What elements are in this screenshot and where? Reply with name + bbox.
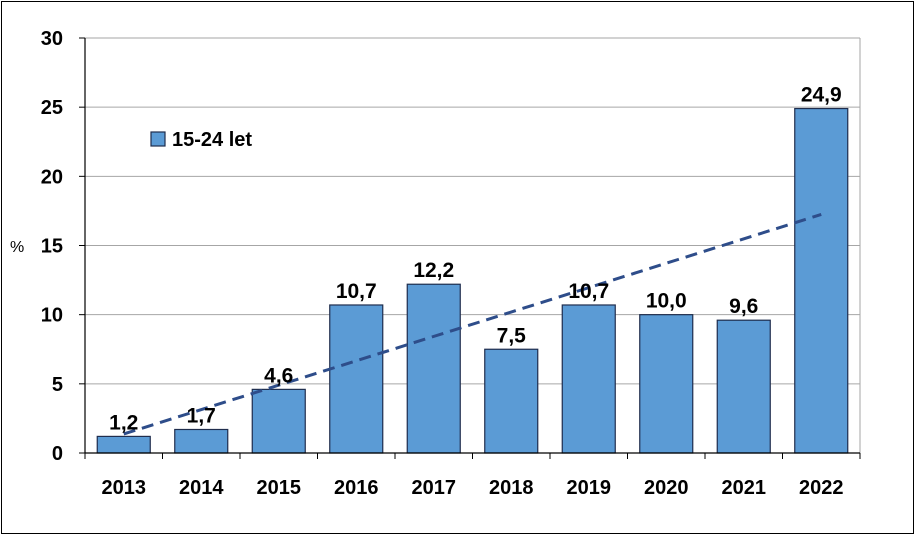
y-axis-label: % — [10, 239, 24, 256]
trendline-line — [123, 213, 822, 436]
bar-2019 — [561, 304, 616, 454]
x-tick-label-2021: 2021 — [722, 477, 767, 499]
bar-2018 — [484, 348, 539, 454]
data-label-2022: 24,9 — [801, 84, 842, 107]
y-tick-label-5: 5 — [52, 374, 63, 396]
x-tick-label-2016: 2016 — [334, 477, 379, 499]
x-tick-label-2017: 2017 — [412, 477, 457, 499]
data-label-2017: 12,2 — [413, 259, 454, 282]
x-tick-label-2022: 2022 — [799, 477, 844, 499]
legend-label: 15-24 let — [172, 129, 252, 151]
x-tick-label-2020: 2020 — [644, 477, 689, 499]
x-tick-label-2013: 2013 — [102, 477, 147, 499]
data-label-2021: 9,6 — [729, 295, 758, 318]
y-tick-label-10: 10 — [41, 305, 63, 327]
y-tick-label-20: 20 — [41, 166, 63, 188]
data-label-2020: 10,0 — [646, 290, 687, 313]
data-labels: 1,2 1,7 4,6 10,7 12,2 7,5 10,7 10,0 9,6 24,9 — [109, 84, 842, 435]
legend-swatch — [150, 131, 166, 147]
bar-2016 — [329, 304, 384, 454]
x-tick-label-2019: 2019 — [567, 477, 612, 499]
trendline — [123, 213, 822, 436]
x-tick-label-2018: 2018 — [489, 477, 534, 499]
bar-2022 — [794, 107, 849, 454]
x-tick-label-2015: 2015 — [257, 477, 302, 499]
bar-2021 — [716, 319, 771, 454]
axes: 0 5 10 15 20 25 30 2013 2014 2015 2016 2017 2018 2019… — [41, 28, 861, 499]
y-tick-label-25: 25 — [41, 97, 63, 119]
bar-2014 — [174, 428, 229, 454]
data-label-2019: 10,7 — [568, 280, 609, 303]
data-label-2013: 1,2 — [109, 411, 138, 434]
bar-2015 — [251, 388, 306, 454]
bar-2017 — [406, 283, 461, 454]
y-tick-label-0: 0 — [52, 443, 63, 465]
legend: 15-24 let — [150, 129, 252, 151]
y-tick-label-30: 30 — [41, 28, 63, 50]
data-label-2014: 1,7 — [187, 404, 216, 427]
bar-2020 — [639, 314, 694, 454]
y-tick-label-15: 15 — [41, 236, 63, 258]
bar-2013 — [96, 435, 151, 454]
data-label-2016: 10,7 — [336, 280, 377, 303]
bars — [96, 107, 849, 454]
data-label-2015: 4,6 — [264, 364, 293, 387]
data-label-2018: 7,5 — [497, 324, 527, 347]
x-tick-label-2014: 2014 — [179, 477, 224, 499]
